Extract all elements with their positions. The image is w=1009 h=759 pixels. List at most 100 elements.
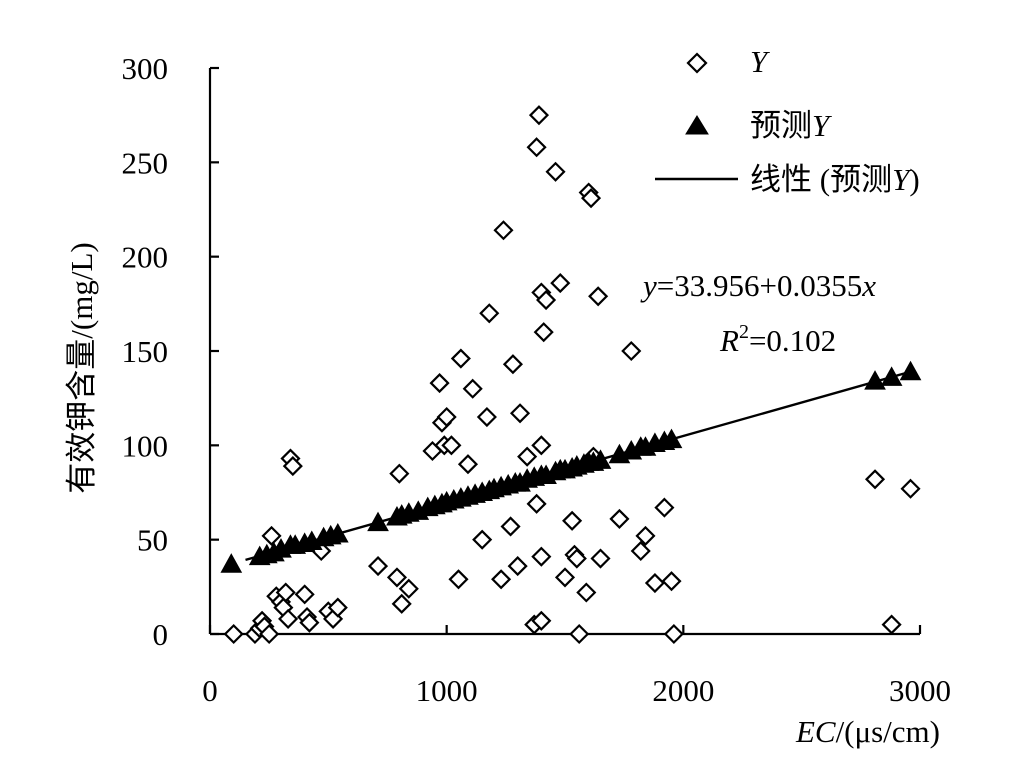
x-tick-label: 0 — [202, 673, 218, 708]
observed-point — [661, 571, 682, 592]
y-tick-label: 200 — [122, 240, 169, 275]
observed-point — [531, 610, 552, 631]
observed-point — [391, 593, 412, 614]
observed-point — [476, 406, 497, 428]
observed-point — [436, 406, 457, 428]
y-axis-title: 有效钾含量/(mg/L) — [64, 242, 99, 493]
observed-point — [562, 510, 583, 531]
observed-point — [663, 623, 684, 645]
predicted-point — [899, 360, 922, 381]
y-tick-label: 150 — [122, 334, 169, 369]
observed-point — [450, 348, 471, 369]
y-tick-label: 100 — [122, 428, 169, 463]
observed-point — [630, 540, 651, 562]
observed-point — [223, 623, 244, 645]
observed-point — [457, 454, 479, 475]
observed-point — [654, 497, 675, 518]
x-axis-title: EC/(μs/cm) — [795, 714, 940, 749]
predicted-point — [880, 366, 903, 386]
observed-point — [545, 161, 566, 182]
legend-observed-label: Y — [750, 44, 770, 79]
legend: Y 预测Y 线性 (预测Y) — [655, 44, 920, 197]
predicted-series — [220, 360, 922, 573]
observed-point — [588, 286, 609, 307]
y-tick-label: 250 — [122, 145, 169, 180]
r2-sup: 2 — [739, 321, 749, 343]
observed-point — [500, 516, 521, 537]
observed-point — [531, 435, 552, 456]
observed-point — [441, 435, 462, 456]
y-tick-label: 300 — [122, 51, 169, 86]
observed-point — [576, 582, 597, 603]
observed-point — [864, 469, 886, 490]
legend-predicted-prefix: 预测 — [750, 108, 812, 143]
observed-point — [275, 582, 296, 603]
observed-point — [261, 525, 282, 546]
observed-point — [644, 573, 665, 594]
predicted-point — [589, 449, 612, 469]
observed-point — [621, 340, 642, 362]
legend-predicted-var: Y — [812, 108, 832, 143]
observed-point — [526, 137, 547, 158]
observed-series — [223, 105, 921, 645]
x-tick-label: 1000 — [416, 673, 478, 708]
x-tick-label: 3000 — [889, 673, 951, 708]
predicted-point — [660, 428, 683, 449]
observed-point — [462, 378, 483, 399]
observed-point — [881, 614, 902, 635]
observed-point — [609, 508, 630, 529]
observed-point — [533, 322, 554, 343]
legend-line-prefix: 线性 (预测 — [750, 162, 892, 197]
observed-point — [528, 105, 550, 126]
r-squared: R2=0.102 — [719, 321, 836, 358]
observed-point — [493, 220, 514, 241]
observed-point — [590, 548, 611, 569]
predicted-point — [864, 370, 886, 390]
observed-point — [429, 373, 450, 394]
observed-point — [566, 548, 587, 569]
observed-point — [389, 463, 410, 484]
observed-point — [569, 623, 590, 645]
y-tick-label: 50 — [137, 523, 168, 558]
x-axis-title-var: EC — [795, 714, 836, 749]
observed-point — [327, 597, 348, 618]
legend-line-var: Y — [892, 162, 912, 197]
observed-point — [531, 546, 552, 567]
observed-point — [472, 529, 493, 550]
observed-point — [479, 303, 500, 324]
observed-point — [509, 403, 531, 424]
predicted-point — [367, 511, 389, 532]
observed-point — [580, 188, 602, 209]
observed-point — [367, 556, 389, 577]
x-tick-label: 2000 — [652, 673, 714, 708]
legend-diamond-marker — [686, 52, 708, 74]
legend-line-label: 线性 (预测Y) — [750, 162, 920, 197]
observed-point — [398, 578, 419, 599]
equation-body: =33.956+0.0355 — [657, 268, 862, 303]
observed-point — [386, 567, 408, 588]
equation-var-y: y — [640, 268, 657, 303]
observed-point — [550, 273, 571, 294]
x-axis-ticks: 0 1000 2000 3000 — [202, 625, 951, 708]
legend-line-suffix: ) — [909, 162, 919, 197]
observed-point — [502, 354, 523, 375]
y-axis-ticks: 0 50 100 150 200 250 300 — [122, 51, 219, 652]
observed-point — [259, 623, 280, 645]
observed-point — [526, 493, 547, 514]
observed-point — [507, 556, 528, 577]
observed-point — [294, 584, 315, 605]
observed-point — [491, 569, 512, 590]
r2-body: =0.102 — [749, 323, 836, 358]
y-tick-label: 0 — [153, 617, 169, 652]
r2-var: R — [719, 323, 739, 358]
regression-equation: y=33.956+0.0355x — [640, 268, 876, 303]
observed-point — [536, 290, 557, 311]
observed-point — [299, 612, 320, 633]
legend-predicted-label: 预测Y — [750, 108, 832, 143]
legend-triangle-marker — [685, 115, 709, 135]
equation-var-x: x — [861, 268, 876, 303]
predicted-point — [220, 553, 243, 573]
observed-point — [282, 456, 303, 477]
observed-point — [635, 525, 656, 546]
